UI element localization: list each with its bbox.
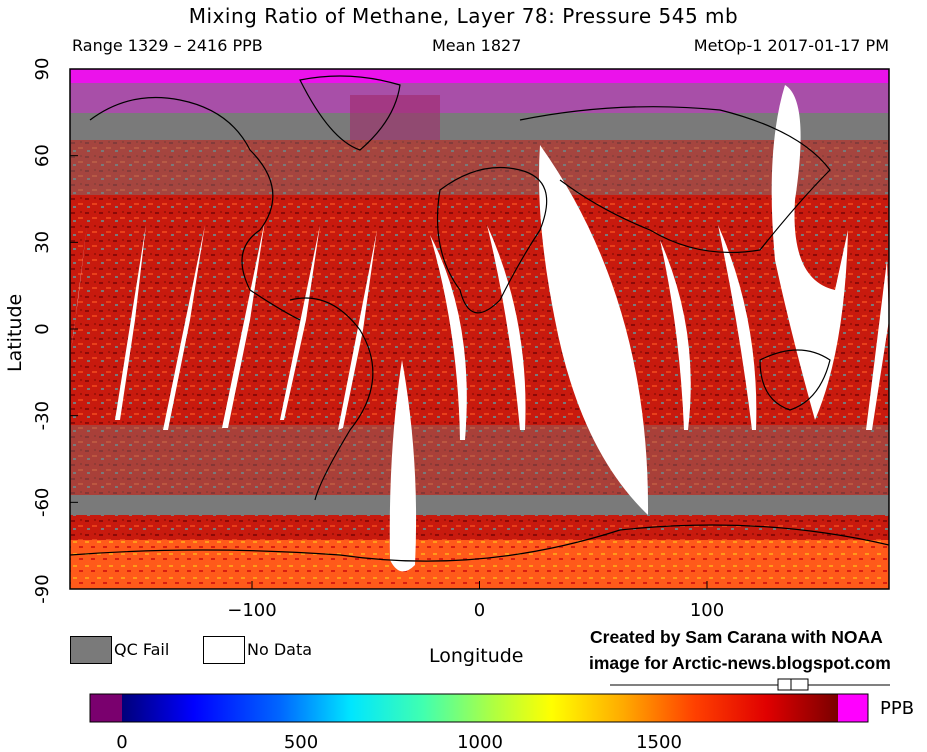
colorbar-over [838,694,868,722]
credit-line-2: image for Arctic-news.blogspot.com [589,653,891,673]
colorbar-under [90,694,122,722]
x-axis: −100 0 100 [227,581,724,621]
mean-label: Mean 1827 [432,36,522,55]
x-tick-label: −100 [227,600,276,621]
antarctic-methane-field [70,540,889,589]
colorbar-gradient [122,694,838,722]
y-tick-label: -90 [32,574,53,603]
source-label: MetOp-1 2017-01-17 PM [693,36,889,55]
legend-no-data-label: No Data [247,640,313,659]
x-tick-label: 0 [474,600,485,621]
legend-qc-fail-swatch [70,636,112,664]
range-label: Range 1329 – 2416 PPB [72,36,263,55]
colorbar-tick-label: 1000 [457,732,503,752]
y-tick-label: -30 [32,401,53,430]
x-axis-label: Longitude [429,645,524,667]
arctic-high-values [70,69,889,83]
chart-title: Mixing Ratio of Methane, Layer 78: Press… [188,4,739,28]
y-tick-label: 90 [32,58,53,81]
x-tick-label: 100 [690,600,724,621]
y-axis-label: Latitude [4,293,26,372]
credit-scale-glyph [610,678,890,691]
legend-no-data-swatch [203,636,245,664]
colorbar-tick-label: 0 [116,732,127,752]
continent-outlines [70,75,889,562]
y-tick-label: -60 [32,488,53,517]
y-tick-label: 0 [32,323,53,334]
credit-line-1: Created by Sam Carana with NOAA [590,627,883,647]
y-tick-label: 60 [32,144,53,167]
colorbar-unit: PPB [880,698,915,719]
no-data-swaths [71,85,889,572]
map-field [70,69,889,589]
y-tick-label: 30 [32,231,53,254]
colorbar-tick-label: 500 [284,732,318,752]
colorbar-tick-label: 1500 [636,732,682,752]
colorbar: 0 500 1000 1500 [89,693,869,752]
y-axis: 90 60 30 0 -30 -60 -90 [32,58,78,604]
legend-qc-fail-label: QC Fail [114,640,170,659]
